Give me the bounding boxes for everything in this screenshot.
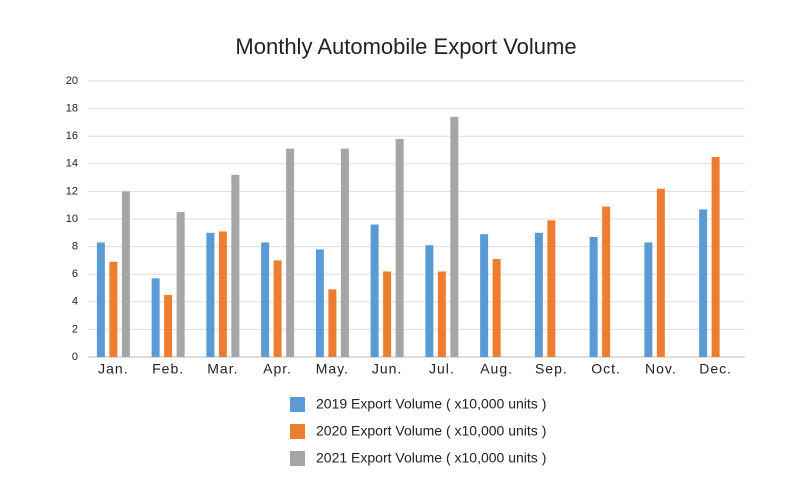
y-tick-label: 14 <box>66 158 78 170</box>
bar <box>425 245 434 357</box>
bar <box>480 234 489 357</box>
legend-label: 2020 Export Volume ( x10,000 units ) <box>316 423 546 439</box>
bar <box>547 220 556 357</box>
legend-swatch <box>290 397 305 412</box>
bar <box>656 188 665 357</box>
x-tick-label: Sep. <box>535 361 568 377</box>
x-tick-label: Aug. <box>480 361 513 377</box>
bar <box>176 212 185 357</box>
bar <box>602 206 611 357</box>
x-tick-label: May. <box>316 361 349 377</box>
bar <box>315 249 324 357</box>
bar <box>96 242 105 357</box>
x-tick-label: Mar. <box>207 361 238 377</box>
x-tick-label: Jul. <box>429 361 455 377</box>
bar <box>231 174 240 357</box>
x-tick-label: Dec. <box>699 361 732 377</box>
legend-label: 2021 Export Volume ( x10,000 units ) <box>316 450 546 466</box>
bar <box>383 271 392 357</box>
y-tick-label: 0 <box>72 351 78 363</box>
y-tick-label: 20 <box>66 75 78 87</box>
y-tick-label: 6 <box>72 268 78 280</box>
bar <box>437 271 446 357</box>
x-tick-label: Jan. <box>98 361 128 377</box>
bar <box>218 231 227 357</box>
bar <box>370 224 379 357</box>
y-tick-label: 4 <box>72 296 78 308</box>
bar <box>261 242 270 357</box>
bar <box>711 156 720 357</box>
legend-swatch <box>290 424 305 439</box>
bar <box>273 260 282 357</box>
bar <box>492 259 501 357</box>
y-tick-label: 2 <box>72 323 78 335</box>
bar <box>340 148 349 357</box>
legend-label: 2019 Export Volume ( x10,000 units ) <box>316 396 546 412</box>
chart-title: Monthly Automobile Export Volume <box>235 34 576 59</box>
x-tick-label: Nov. <box>645 361 677 377</box>
x-tick-label: Apr. <box>263 361 292 377</box>
bar <box>534 232 543 357</box>
y-tick-label: 10 <box>66 213 78 225</box>
bar <box>286 148 295 357</box>
x-tick-label: Jun. <box>372 361 402 377</box>
x-tick-label: Feb. <box>152 361 184 377</box>
bar <box>206 232 215 357</box>
bar <box>164 294 173 357</box>
y-tick-label: 12 <box>66 185 78 197</box>
bar <box>328 289 337 357</box>
bar <box>699 209 708 357</box>
bar <box>589 236 598 357</box>
bar <box>151 278 160 357</box>
y-tick-label: 18 <box>66 103 78 115</box>
x-tick-label: Oct. <box>591 361 621 377</box>
bar <box>644 242 653 357</box>
legend-swatch <box>290 451 305 466</box>
bar <box>395 138 404 357</box>
bar <box>109 261 118 357</box>
bar <box>450 116 459 357</box>
y-tick-label: 8 <box>72 241 78 253</box>
bar <box>121 191 130 357</box>
y-tick-label: 16 <box>66 130 78 142</box>
